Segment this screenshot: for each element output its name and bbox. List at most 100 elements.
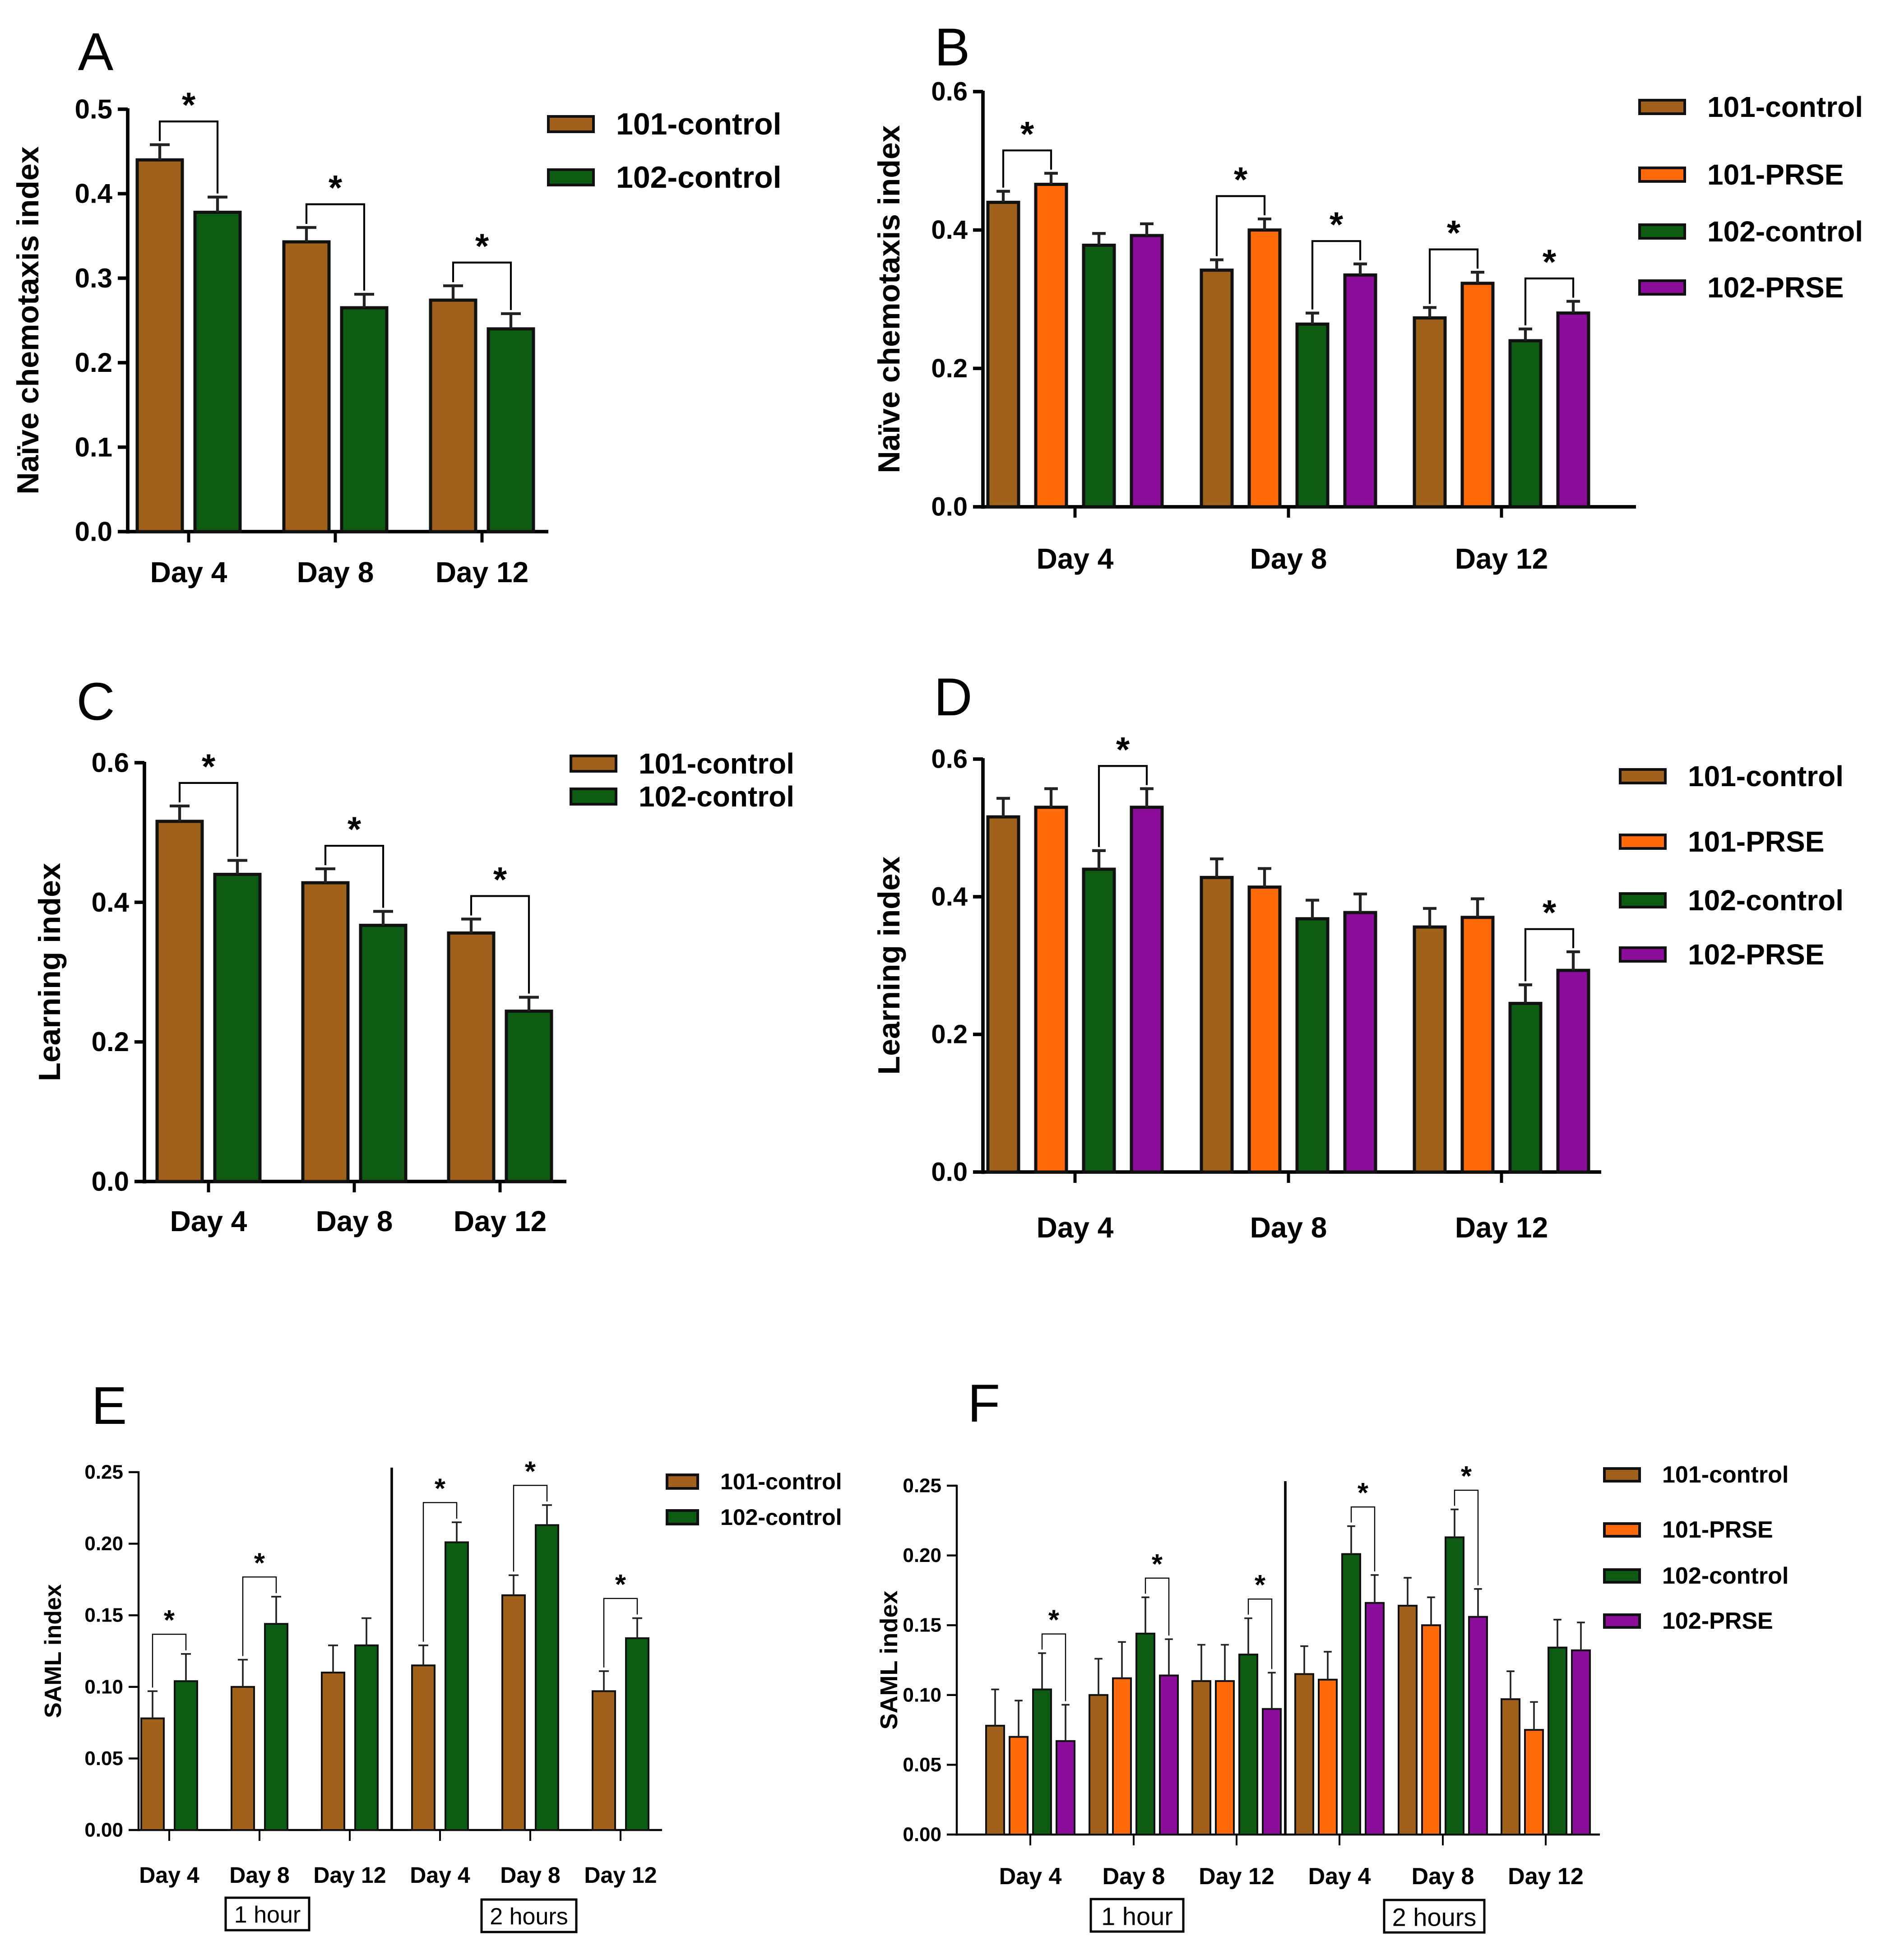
bar-102-control [505,1010,553,1183]
bar-102-PRSE [1556,311,1590,509]
bar-102-control [1508,1001,1543,1174]
y-axis-label: Naïve chemotaxis index [872,125,906,473]
legend-label: 101-control [639,747,794,780]
y-tick-label: 0.0 [931,492,968,522]
legend-swatch [570,788,617,806]
bar-101-control [1501,1698,1520,1835]
legend-label: 102-control [1707,215,1863,248]
period-label: 1 hour [234,1902,301,1928]
bar-102-control [359,923,408,1183]
bar-101-control [155,820,204,1183]
bar-102-control [354,1644,379,1831]
y-tick-label: 0.4 [931,215,968,245]
bar-102-PRSE [1556,968,1590,1174]
bar-102-control [1032,1688,1052,1835]
legend-label: 102-PRSE [1707,271,1844,304]
significance-star: * [348,809,361,849]
x-tick-label: Day 12 [436,556,528,588]
bar-101-PRSE [1034,182,1068,509]
y-tick-label: 0.10 [84,1676,123,1698]
y-tick-label: 0.2 [931,1020,968,1049]
panel-letter: A [78,22,114,82]
bar-102-control [625,1637,649,1831]
bar-102-PRSE [1159,1674,1179,1835]
significance-star: * [1543,242,1557,282]
legend-label: 102-PRSE [1688,938,1824,971]
legend-label: 101-PRSE [1688,825,1824,858]
significance-star: * [164,1605,175,1636]
period-label: 2 hours [1392,1903,1477,1932]
significance-bracket [470,895,530,994]
bar-102-control [193,210,242,533]
significance-star: * [525,1456,536,1487]
bar-101-control [282,240,331,533]
bar-102-control [1082,243,1116,509]
significance-bracket [242,1576,277,1656]
panel-letter: F [968,1374,1000,1433]
significance-star: * [1447,213,1461,253]
x-tick-label: Day 8 [500,1863,560,1888]
significance-star: * [1461,1461,1472,1492]
significance-bracket [1350,1506,1376,1571]
y-axis-label: SAML index [40,1584,66,1718]
significance-star: * [202,746,216,786]
legend-label: 101-control [1707,91,1863,123]
bar-102-control [445,1541,469,1831]
bar-102-control [487,327,535,533]
period-box [1383,1899,1486,1934]
bar-102-PRSE [1343,911,1377,1174]
legend-swatch [666,1509,699,1525]
legend-swatch [1638,167,1686,183]
bar-101-control [1413,316,1447,509]
bar-101-PRSE [1318,1678,1338,1836]
bar-102-PRSE [1571,1649,1591,1835]
bar-101-PRSE [1112,1677,1132,1836]
x-tick-label: Day 12 [1455,1211,1548,1244]
significance-star: * [435,1473,446,1504]
bar-102-control [1508,339,1543,509]
panel-b: B Naïve chemotaxis index 0.0 0.2 0.4 0.6 Day 4… [872,18,1863,575]
legend-label: 102-control [1688,884,1844,917]
bar-101-control [1413,925,1447,1174]
x-tick-label: Day 12 [1508,1863,1584,1890]
panel-letter: E [92,1376,127,1436]
panel-letter: C [76,672,115,732]
significance-bracket [1524,928,1575,982]
significance-star: * [1234,160,1248,199]
bar-101-control [1089,1694,1108,1836]
significance-bracket [603,1598,638,1668]
y-tick-label: 0.0 [931,1158,968,1187]
bar-101-control [1191,1680,1211,1835]
bar-101-PRSE [1421,1624,1441,1835]
y-tick-label: 0.25 [903,1475,941,1497]
bar-102-control [1341,1553,1361,1836]
y-tick-label: 0.15 [84,1604,123,1626]
x-tick-label: Day 12 [313,1863,386,1888]
bar-101-PRSE [1009,1736,1029,1836]
x-tick-label: Day 12 [454,1205,547,1237]
bar-102-control [1445,1536,1464,1836]
bar-101-PRSE [1524,1729,1544,1836]
legend-swatch [1619,834,1667,850]
bar-102-control [264,1623,288,1831]
significance-star: * [1152,1549,1163,1580]
bar-101-PRSE [1247,885,1282,1174]
y-tick-label: 0.4 [75,179,113,209]
significance-star: * [182,85,196,125]
significance-star: * [1330,204,1344,244]
legend-swatch [1603,1522,1641,1538]
x-tick-label: Day 4 [139,1863,199,1888]
legend-label: 102-control [720,1505,842,1530]
legend-label: 101-PRSE [1662,1517,1773,1543]
legend-swatch [570,755,617,773]
significance-bracket [1524,277,1575,325]
legend-swatch [666,1473,699,1490]
y-tick-label: 0.6 [92,748,129,778]
significance-bracket [1428,248,1479,304]
y-tick-label: 0.0 [75,517,112,547]
bar-101-control [501,1594,526,1831]
bar-102-PRSE [1056,1740,1075,1835]
legend-swatch [547,168,595,186]
bar-102-PRSE [1468,1616,1488,1835]
x-tick-label: Day 4 [1037,1211,1114,1244]
